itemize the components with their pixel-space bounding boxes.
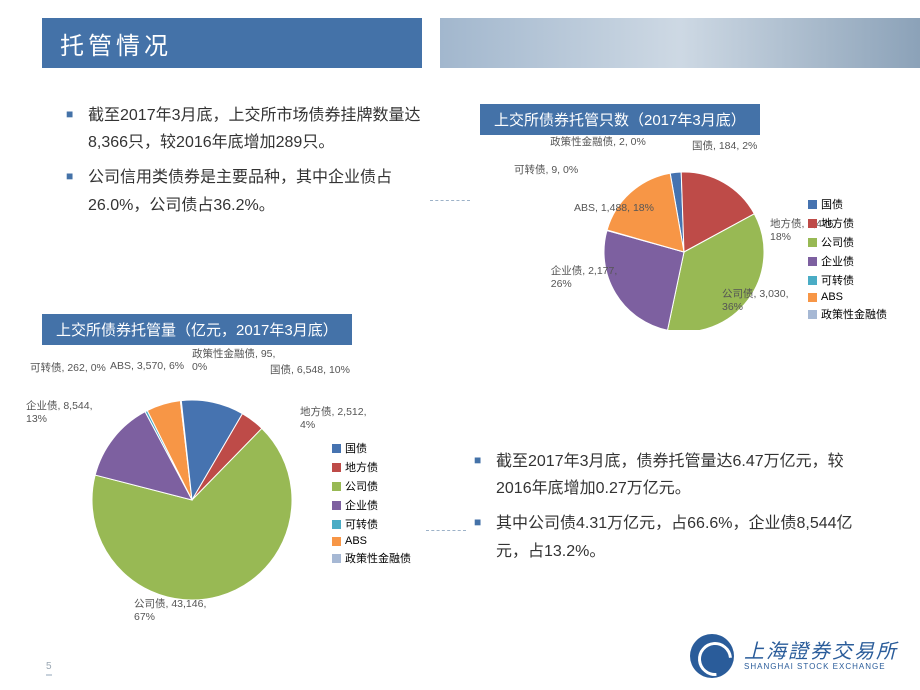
pie-label: 可转债, 9, 0% xyxy=(514,164,578,177)
legend-label: 政策性金融债 xyxy=(345,550,411,566)
pie-label: 国债, 6,548, 10% xyxy=(270,364,350,377)
legend-label: 国债 xyxy=(821,196,843,212)
pie-label: ABS, 1,488, 18% xyxy=(574,202,654,215)
pie-label: 国债, 184, 2% xyxy=(692,140,757,153)
dashed-connector xyxy=(426,530,466,531)
pie-label: 企业债, 2,177,26% xyxy=(551,265,618,290)
bullet-item: 截至2017年3月底，上交所市场债券挂牌数量达8,366只，较2016年底增加2… xyxy=(66,102,436,156)
footer-org-en: SHANGHAI STOCK EXCHANGE xyxy=(744,663,898,672)
page-number: 5 xyxy=(46,661,52,676)
bullet-item: 其中公司债4.31万亿元，占66.6%，企业债8,544亿元，占13.2%。 xyxy=(474,510,874,564)
legend-label: 企业债 xyxy=(821,253,854,269)
pie-label: 政策性金融债, 2, 0% xyxy=(550,136,646,149)
legend: 国债地方债公司债企业债可转债 ABS 政策性金融债 xyxy=(808,196,887,325)
legend-item: 国债 xyxy=(808,196,887,212)
legend-swatch-icon xyxy=(332,463,341,472)
legend-swatch-icon xyxy=(332,520,341,529)
legend-swatch-icon xyxy=(808,293,817,302)
pie-count-container: 政策性金融债, 2, 0%国债, 184, 2%地方债, 1,476,18%公司… xyxy=(470,140,910,330)
legend-swatch-icon xyxy=(332,554,341,563)
bullet-list-bottom: 截至2017年3月底，债券托管量达6.47万亿元，较2016年底增加0.27万亿… xyxy=(474,448,874,565)
legend-item: 国债 xyxy=(332,440,411,456)
legend-swatch-icon xyxy=(332,444,341,453)
legend-item: 可转债 xyxy=(808,272,887,288)
legend-swatch-icon xyxy=(332,537,341,546)
page-title-bar: 托管情况 xyxy=(42,18,422,68)
legend-swatch-icon xyxy=(808,257,817,266)
pie-amount-container: 可转债, 262, 0%ABS, 3,570, 6%政策性金融债, 95,0%国… xyxy=(34,350,464,620)
legend-swatch-icon xyxy=(332,482,341,491)
legend-label: 公司债 xyxy=(821,234,854,250)
legend-swatch-icon xyxy=(808,310,817,319)
legend-item: 企业债 xyxy=(808,253,887,269)
legend-label: ABS xyxy=(821,291,843,303)
legend-swatch-icon xyxy=(332,501,341,510)
page-title: 托管情况 xyxy=(60,26,172,61)
dashed-connector xyxy=(430,200,470,201)
legend-item: 地方债 xyxy=(808,215,887,231)
footer: 上海證券交易所 SHANGHAI STOCK EXCHANGE xyxy=(690,634,898,678)
sse-logo-icon xyxy=(690,634,734,678)
pie-label: 公司债, 43,146,67% xyxy=(134,598,206,623)
pie-label: 企业债, 8,544,13% xyxy=(26,400,93,425)
legend-item: 公司债 xyxy=(332,478,411,494)
legend-swatch-icon xyxy=(808,219,817,228)
legend-label: 可转债 xyxy=(821,272,854,288)
legend-item: 政策性金融债 xyxy=(808,306,887,322)
legend-label: 可转债 xyxy=(345,516,378,532)
legend-label: 政策性金融债 xyxy=(821,306,887,322)
bullet-item: 截至2017年3月底，债券托管量达6.47万亿元，较2016年底增加0.27万亿… xyxy=(474,448,874,502)
pie-label: 地方债, 2,512,4% xyxy=(300,406,367,431)
legend-item: ABS xyxy=(332,535,411,547)
legend-item: ABS xyxy=(808,291,887,303)
legend: 国债地方债公司债企业债可转债 ABS 政策性金融债 xyxy=(332,440,411,569)
legend-label: 公司债 xyxy=(345,478,378,494)
bullet-list-top: 截至2017年3月底，上交所市场债券挂牌数量达8,366只，较2016年底增加2… xyxy=(66,102,436,219)
summary-top-left: 截至2017年3月底，上交所市场债券挂牌数量达8,366只，较2016年底增加2… xyxy=(66,102,436,227)
pie-label: 可转债, 262, 0% xyxy=(30,362,106,375)
legend-label: ABS xyxy=(345,535,367,547)
legend-item: 企业债 xyxy=(332,497,411,513)
legend-item: 地方债 xyxy=(332,459,411,475)
pie-label: ABS, 3,570, 6% xyxy=(110,360,184,373)
header: 托管情况 xyxy=(0,18,920,68)
legend-swatch-icon xyxy=(808,238,817,247)
pie-label: 政策性金融债, 95,0% xyxy=(192,348,275,373)
header-building-image xyxy=(440,18,920,68)
bullet-item: 公司信用类债券是主要品种，其中企业债占26.0%，公司债占36.2%。 xyxy=(66,164,436,218)
legend-item: 公司债 xyxy=(808,234,887,250)
legend-item: 可转债 xyxy=(332,516,411,532)
footer-org-cn: 上海證券交易所 xyxy=(744,641,898,663)
legend-item: 政策性金融债 xyxy=(332,550,411,566)
legend-swatch-icon xyxy=(808,200,817,209)
chart-amount-title: 上交所债券托管量（亿元，2017年3月底） xyxy=(42,314,352,345)
summary-bottom-right: 截至2017年3月底，债券托管量达6.47万亿元，较2016年底增加0.27万亿… xyxy=(474,448,874,573)
pie-label: 公司债, 3,030,36% xyxy=(722,288,789,313)
legend-label: 地方债 xyxy=(821,215,854,231)
legend-label: 国债 xyxy=(345,440,367,456)
legend-swatch-icon xyxy=(808,276,817,285)
legend-label: 企业债 xyxy=(345,497,378,513)
chart-count-title: 上交所债券托管只数（2017年3月底） xyxy=(480,104,760,135)
footer-text: 上海證券交易所 SHANGHAI STOCK EXCHANGE xyxy=(744,641,898,672)
legend-label: 地方债 xyxy=(345,459,378,475)
